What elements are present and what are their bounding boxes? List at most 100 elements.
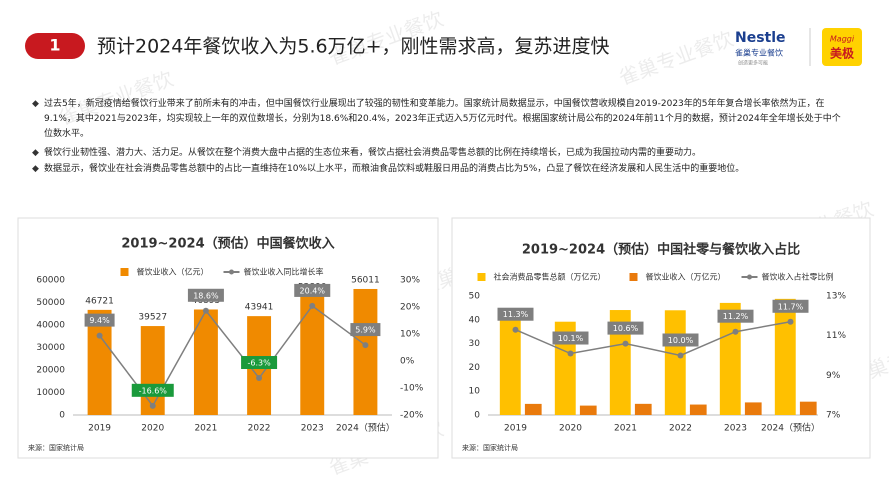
data-label: -6.3% xyxy=(247,359,271,368)
label-box xyxy=(717,309,754,323)
legend-label: 餐饮业收入（亿元） xyxy=(137,267,209,277)
line-point xyxy=(732,328,739,335)
bullet: 过去5年，新冠疫情给餐饮行业带来了前所未有的冲击，但中国餐饮行业展现出了较强的韧… xyxy=(32,97,844,142)
data-label: 9.4% xyxy=(89,316,110,325)
x-tick-label: 2021 xyxy=(194,424,217,434)
y2-tick-label: 9% xyxy=(826,371,841,381)
line-point xyxy=(256,375,263,382)
data-label: 18.6% xyxy=(193,291,219,300)
y-tick-label: 30000 xyxy=(36,343,65,353)
bar xyxy=(609,310,631,415)
data-label: 10.0% xyxy=(668,336,694,345)
legend-swatch xyxy=(477,273,486,281)
x-tick-label: 2021 xyxy=(614,424,637,434)
nestle-logo: Nestle xyxy=(735,30,786,46)
data-label: 46721 xyxy=(85,296,114,306)
data-label: 5.9% xyxy=(355,326,376,335)
y-tick-label: 40 xyxy=(469,315,481,325)
line-point xyxy=(149,402,156,409)
bar xyxy=(140,326,165,415)
bar xyxy=(300,295,325,415)
line-point xyxy=(787,318,794,325)
legend-label: 餐饮收入占社零比例 xyxy=(762,272,834,282)
x-tick-label: 2020 xyxy=(141,424,164,434)
x-tick-label: 2022 xyxy=(669,424,692,434)
line-point xyxy=(202,307,209,314)
label-box xyxy=(350,323,381,337)
chart-title: 2019~2024（预估）中国社零与餐饮收入占比 xyxy=(522,242,800,258)
line-point xyxy=(622,340,629,347)
bar xyxy=(664,310,686,415)
label-box xyxy=(662,333,699,347)
x-tick-label: 2023 xyxy=(724,424,747,434)
line-point xyxy=(677,352,684,359)
line-point xyxy=(309,302,316,309)
legend-swatch xyxy=(629,273,638,281)
legend-label: 社会消费品零售总额（万亿元） xyxy=(494,272,606,282)
x-tick-label: 2023 xyxy=(301,424,324,434)
data-label: 20.4% xyxy=(300,286,326,295)
bar xyxy=(353,288,378,415)
data-label: 11.3% xyxy=(503,310,529,319)
bullet: 餐饮行业韧性强、潜力大、活力足。从餐饮在整个消费大盘中占据的生态位来看，餐饮占据… xyxy=(32,146,844,161)
legend-label: 餐饮业收入（万亿元） xyxy=(646,272,726,282)
y2-tick-label: 10% xyxy=(400,330,420,340)
legend-label: 餐饮业收入同比增长率 xyxy=(244,267,324,277)
y-tick-label: 20000 xyxy=(36,366,65,376)
bar xyxy=(634,403,652,415)
y-tick-label: 50 xyxy=(469,292,481,302)
y2-tick-label: 0% xyxy=(400,357,415,367)
x-tick-label: 2020 xyxy=(559,424,582,434)
data-label: 11.7% xyxy=(778,302,804,311)
source: 来源：国家统计局 xyxy=(462,443,518,452)
x-tick-label: 2022 xyxy=(248,424,271,434)
y2-tick-label: 20% xyxy=(400,303,420,313)
page-title: 预计2024年餐饮收入为5.6万亿+，刚性需求高，复苏进度快 xyxy=(97,36,610,58)
y2-tick-label: 13% xyxy=(826,292,846,302)
label-box xyxy=(607,321,644,335)
y-tick-label: 10 xyxy=(469,387,481,397)
label-box xyxy=(772,299,809,313)
bar xyxy=(499,316,521,415)
brand-name: 雀巢专业餐饮 xyxy=(735,48,783,58)
y2-tick-label: -20% xyxy=(400,411,424,421)
y-tick-label: 60000 xyxy=(36,276,65,286)
x-tick-label: 2019 xyxy=(504,424,527,434)
y-tick-label: 20 xyxy=(469,363,481,373)
chart-panel xyxy=(451,217,871,459)
x-tick-label: 2024（预估） xyxy=(761,422,820,434)
maggi-badge xyxy=(822,28,862,66)
line-point xyxy=(96,332,103,339)
label-box xyxy=(497,307,534,321)
label-box xyxy=(131,383,174,397)
line-point xyxy=(567,350,574,357)
y2-tick-label: 7% xyxy=(826,411,841,421)
bar xyxy=(193,309,218,415)
data-label: 43941 xyxy=(245,303,274,313)
y-tick-label: 30 xyxy=(469,339,481,349)
chart-title: 2019~2024（预估）中国餐饮收入 xyxy=(121,236,334,252)
source: 来源：国家统计局 xyxy=(28,443,84,452)
y-tick-label: 10000 xyxy=(36,388,65,398)
bar xyxy=(799,401,817,415)
data-label: 56011 xyxy=(351,275,380,285)
bar xyxy=(554,321,576,415)
label-box xyxy=(241,356,278,370)
slogan: 创造更多可能 xyxy=(738,60,768,67)
data-label: 39527 xyxy=(138,313,167,323)
y2-tick-label: 11% xyxy=(826,331,846,341)
bar xyxy=(689,404,707,415)
bullet: 数据显示，餐饮业在社会消费品零售总额中的占比一直维持在10%以上水平，而粮油食品… xyxy=(32,162,844,177)
label-box xyxy=(187,288,224,302)
y-tick-label: 50000 xyxy=(36,298,65,308)
y-tick-label: 0 xyxy=(474,411,480,421)
bar xyxy=(524,403,542,415)
data-label: 10.6% xyxy=(613,324,639,333)
legend-dot xyxy=(747,274,752,280)
data-label: 11.2% xyxy=(723,312,749,321)
y2-tick-label: -10% xyxy=(400,384,424,394)
x-tick-label: 2024（预估） xyxy=(336,422,395,434)
maggi-cn: 美极 xyxy=(830,46,855,61)
